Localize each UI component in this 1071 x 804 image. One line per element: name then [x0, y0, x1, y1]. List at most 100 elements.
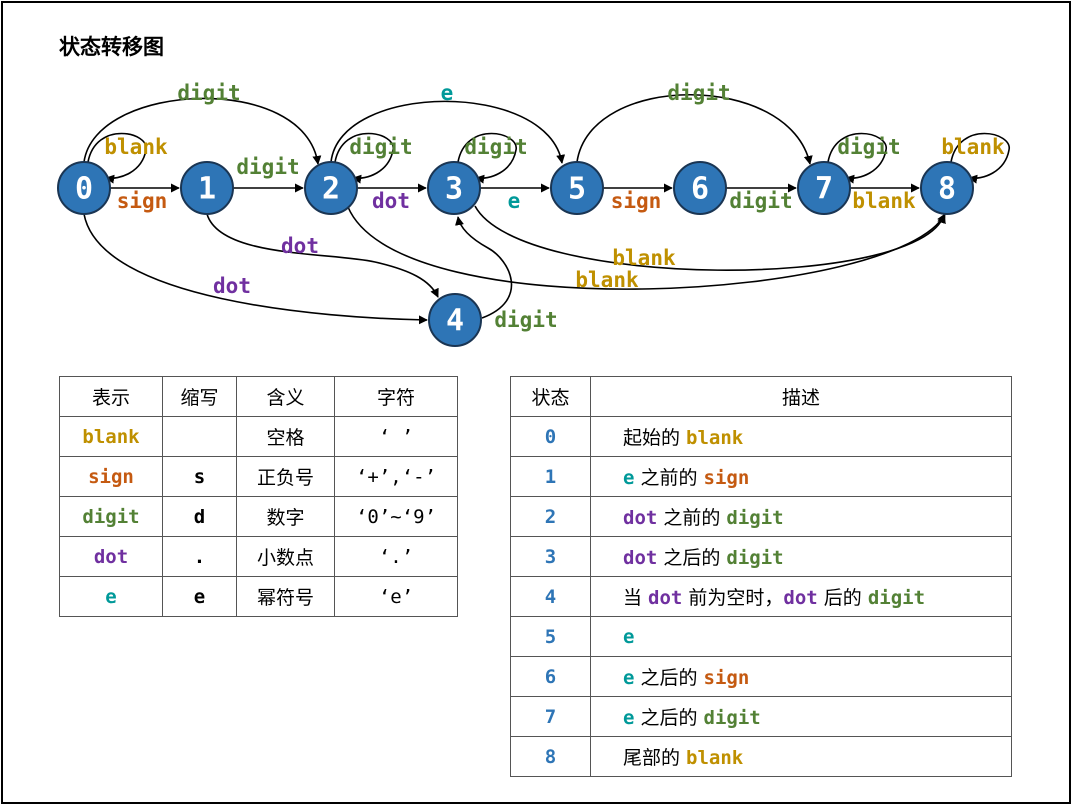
edge-3-8 — [474, 205, 946, 271]
edge-label-2-3: dot — [372, 189, 410, 213]
state-node-1 — [180, 161, 234, 215]
description-text: 尾部的 — [623, 747, 687, 769]
edge-label-8-8: blank — [941, 135, 1005, 159]
edge-1-4 — [206, 213, 439, 298]
edge-label-0-4: dot — [213, 274, 251, 298]
chars-cell: ‘ ’ — [334, 416, 458, 457]
description-text: 之后的 — [657, 547, 727, 569]
description-text: 之后的 — [634, 707, 704, 729]
edge-label-3-8: blank — [612, 246, 676, 270]
edge-label-5-7: digit — [667, 81, 730, 105]
edge-2-5 — [330, 100, 566, 164]
edge-label-7-8: blank — [852, 189, 916, 213]
table-row: e e 幂符号 ‘e’ — [59, 576, 458, 617]
table-row: 1 e 之前的 sign — [510, 456, 1012, 497]
header-cell: 缩写 — [162, 376, 237, 417]
state-number-cell: 6 — [510, 656, 591, 697]
edge-label-7-7: digit — [837, 135, 900, 159]
token-digit: digit — [726, 547, 784, 569]
meaning-cell: 数字 — [236, 496, 335, 537]
state-node-label-8: 8 — [938, 172, 956, 207]
table-row: blank 空格 ‘ ’ — [59, 416, 458, 457]
token-sign: sign — [703, 667, 750, 689]
table-row: dot. 小数点 ‘.’ — [59, 536, 458, 577]
edge-label-1-2: digit — [236, 155, 299, 179]
edge-7-7 — [827, 132, 887, 184]
edge-label-4-3: digit — [494, 308, 557, 332]
description-text: 之前的 — [657, 507, 727, 529]
state-description-cell: dot 之后的 digit — [590, 536, 1012, 577]
table-row: 0 起始的 blank — [510, 416, 1012, 457]
token-dot: dot — [623, 507, 658, 529]
state-node-label-0: 0 — [75, 172, 93, 207]
edge-label-0-1: sign — [117, 189, 168, 213]
state-description-cell: e 之后的 digit — [590, 696, 1012, 737]
edge-label-2-8: blank — [575, 268, 639, 292]
chars-cell: ‘.’ — [334, 536, 458, 577]
header-cell: 表示 — [59, 376, 163, 417]
description-text: 当 — [623, 587, 649, 609]
symbol-table: 表示 缩写 含义 字符 blank 空格 ‘ ’ sign s 正负号 ‘+’,‘-’ dig… — [59, 376, 458, 617]
description-text: 起始的 — [623, 427, 687, 449]
state-number-cell: 0 — [510, 416, 591, 457]
chars-cell: ‘e’ — [334, 576, 458, 617]
state-number-cell: 3 — [510, 536, 591, 577]
figure-title: 状态转移图 — [59, 35, 164, 59]
state-number-cell: 4 — [510, 576, 591, 617]
state-description-cell: 尾部的 blank — [590, 736, 1012, 777]
state-node-label-6: 6 — [691, 172, 709, 207]
abbr-cell: s — [162, 456, 237, 497]
token-e: e — [623, 707, 635, 729]
meaning-cell: 空格 — [236, 416, 335, 457]
header-cell: 描述 — [590, 376, 1012, 417]
description-text: 之后的 — [634, 667, 704, 689]
state-number-cell: 8 — [510, 736, 591, 777]
state-node-4 — [428, 293, 482, 347]
state-number-cell: 5 — [510, 616, 591, 657]
token-sign: sign — [703, 467, 750, 489]
edge-0-4 — [83, 213, 428, 325]
description-text: 之前的 — [634, 467, 704, 489]
state-description-cell: dot 之前的 digit — [590, 496, 1012, 537]
edge-label-5-6: sign — [611, 189, 662, 213]
state-node-label-2: 2 — [322, 172, 340, 207]
state-node-3 — [427, 161, 481, 215]
edge-label-2-5: e — [441, 81, 454, 105]
state-node-2 — [304, 161, 358, 215]
state-number-cell: 1 — [510, 456, 591, 497]
token-cell: e — [59, 576, 163, 617]
symbol-table-header: 表示 缩写 含义 字符 — [59, 376, 458, 417]
state-node-7 — [797, 161, 851, 215]
abbr-cell: d — [162, 496, 237, 537]
token-digit: digit — [703, 707, 761, 729]
edge-label-0-2: digit — [177, 81, 240, 105]
token-cell: digit — [59, 496, 163, 537]
abbr-cell — [162, 416, 237, 457]
edge-4-3 — [455, 216, 513, 319]
token-e: e — [623, 625, 635, 648]
state-description-cell: 当 dot 前为空时，dot 后的 digit — [590, 576, 1012, 617]
edge-2-2 — [334, 132, 394, 184]
edge-8-8 — [950, 132, 1010, 184]
token-blank: blank — [686, 427, 744, 449]
state-node-label-3: 3 — [445, 172, 463, 207]
token-e: e — [623, 467, 635, 489]
edge-label-1-4: dot — [281, 234, 319, 258]
meaning-cell: 正负号 — [236, 456, 335, 497]
state-number-cell: 7 — [510, 696, 591, 737]
abbr-cell: . — [162, 536, 237, 577]
state-node-5 — [550, 161, 604, 215]
state-transition-diagram: 0 1 2 3 5 6 7 8 4 blank sign digit dot digit dot digit… — [57, 81, 1010, 347]
description-text: 前为空时， — [682, 587, 784, 609]
state-node-label-7: 7 — [815, 172, 833, 207]
state-number-cell: 2 — [510, 496, 591, 537]
chars-cell: ‘0’~‘9’ — [334, 496, 458, 537]
token-dot: dot — [783, 587, 818, 609]
chars-cell: ‘+’,‘-’ — [334, 456, 458, 497]
state-description-cell: e 之后的 sign — [590, 656, 1012, 697]
edge-label-6-7: digit — [729, 189, 792, 213]
edge-3-3 — [457, 132, 517, 184]
edge-5-7 — [576, 93, 813, 165]
